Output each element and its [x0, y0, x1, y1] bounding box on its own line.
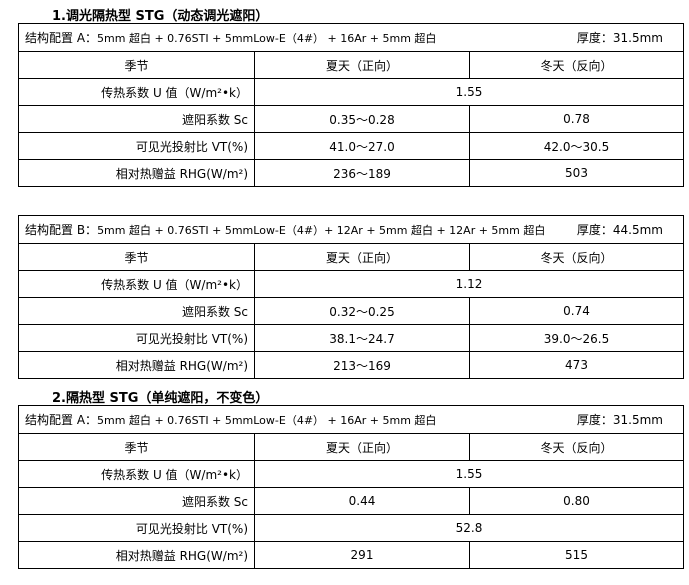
rhg-winter: 515 [469, 541, 684, 569]
thickness: 厚度：44.5mm [576, 223, 663, 237]
vt-winter: 39.0～26.5 [469, 324, 684, 352]
rhg-summer: 291 [254, 541, 470, 569]
thickness: 厚度：31.5mm [576, 413, 663, 427]
u-label: 传热系数 U 值（W/m²•k） [18, 460, 255, 488]
vt-value: 52.8 [254, 514, 684, 542]
config-label: 结构配置 A： [25, 31, 98, 45]
spec-table-1: 结构配置 A：5mm 超白 + 0.76STI + 5mmLow-E（4#） +… [18, 23, 684, 187]
header-winter: 冬天（反向） [469, 433, 684, 461]
u-value: 1.55 [254, 460, 684, 488]
config-value: 5mm 超白 + 0.76STI + 5mmLow-E（4#） + 16Ar +… [97, 414, 437, 427]
sc-summer: 0.32～0.25 [254, 297, 470, 325]
vt-label: 可见光投射比 VT(%) [18, 132, 255, 160]
header-season: 季节 [18, 243, 255, 271]
thickness: 厚度：31.5mm [576, 31, 663, 45]
rhg-label: 相对热赠益 RHG(W/m²) [18, 159, 255, 187]
sc-label: 遮阳系数 Sc [18, 105, 255, 133]
section-title: 1.调光隔热型 STG（动态调光遮阳） [52, 9, 269, 24]
u-value: 1.55 [254, 78, 684, 106]
sc-winter: 0.78 [469, 105, 684, 133]
sc-label: 遮阳系数 Sc [18, 487, 255, 515]
vt-label: 可见光投射比 VT(%) [18, 514, 255, 542]
sc-winter: 0.74 [469, 297, 684, 325]
rhg-summer: 213～169 [254, 351, 470, 379]
header-summer: 夏天（正向） [254, 243, 470, 271]
vt-winter: 42.0～30.5 [469, 132, 684, 160]
config-row: 结构配置 A：5mm 超白 + 0.76STI + 5mmLow-E（4#） +… [18, 23, 684, 52]
rhg-winter: 503 [469, 159, 684, 187]
header-summer: 夏天（正向） [254, 51, 470, 79]
vt-label: 可见光投射比 VT(%) [18, 324, 255, 352]
section-title: 2.隔热型 STG（单纯遮阳，不变色） [52, 391, 269, 406]
rhg-label: 相对热赠益 RHG(W/m²) [18, 541, 255, 569]
u-value: 1.12 [254, 270, 684, 298]
header-winter: 冬天（反向） [469, 243, 684, 271]
rhg-label: 相对热赠益 RHG(W/m²) [18, 351, 255, 379]
sc-summer: 0.44 [254, 487, 470, 515]
config-row: 结构配置 B：5mm 超白 + 0.76STI + 5mmLow-E（4#）+ … [18, 215, 684, 244]
sc-label: 遮阳系数 Sc [18, 297, 255, 325]
header-season: 季节 [18, 51, 255, 79]
config-row: 结构配置 A：5mm 超白 + 0.76STI + 5mmLow-E（4#） +… [18, 405, 684, 434]
u-label: 传热系数 U 值（W/m²•k） [18, 270, 255, 298]
config-value: 5mm 超白 + 0.76STI + 5mmLow-E（4#） + 16Ar +… [97, 32, 437, 45]
header-winter: 冬天（反向） [469, 51, 684, 79]
spec-table-2: 结构配置 B：5mm 超白 + 0.76STI + 5mmLow-E（4#）+ … [18, 215, 684, 379]
config-label: 结构配置 A： [25, 413, 98, 427]
header-season: 季节 [18, 433, 255, 461]
rhg-winter: 473 [469, 351, 684, 379]
vt-summer: 38.1～24.7 [254, 324, 470, 352]
spec-table-3: 结构配置 A：5mm 超白 + 0.76STI + 5mmLow-E（4#） +… [18, 405, 684, 569]
sc-summer: 0.35～0.28 [254, 105, 470, 133]
config-label: 结构配置 B： [25, 223, 98, 237]
vt-summer: 41.0～27.0 [254, 132, 470, 160]
rhg-summer: 236～189 [254, 159, 470, 187]
sc-winter: 0.80 [469, 487, 684, 515]
config-value: 5mm 超白 + 0.76STI + 5mmLow-E（4#）+ 12Ar + … [97, 224, 546, 237]
u-label: 传热系数 U 值（W/m²•k） [18, 78, 255, 106]
header-summer: 夏天（正向） [254, 433, 470, 461]
